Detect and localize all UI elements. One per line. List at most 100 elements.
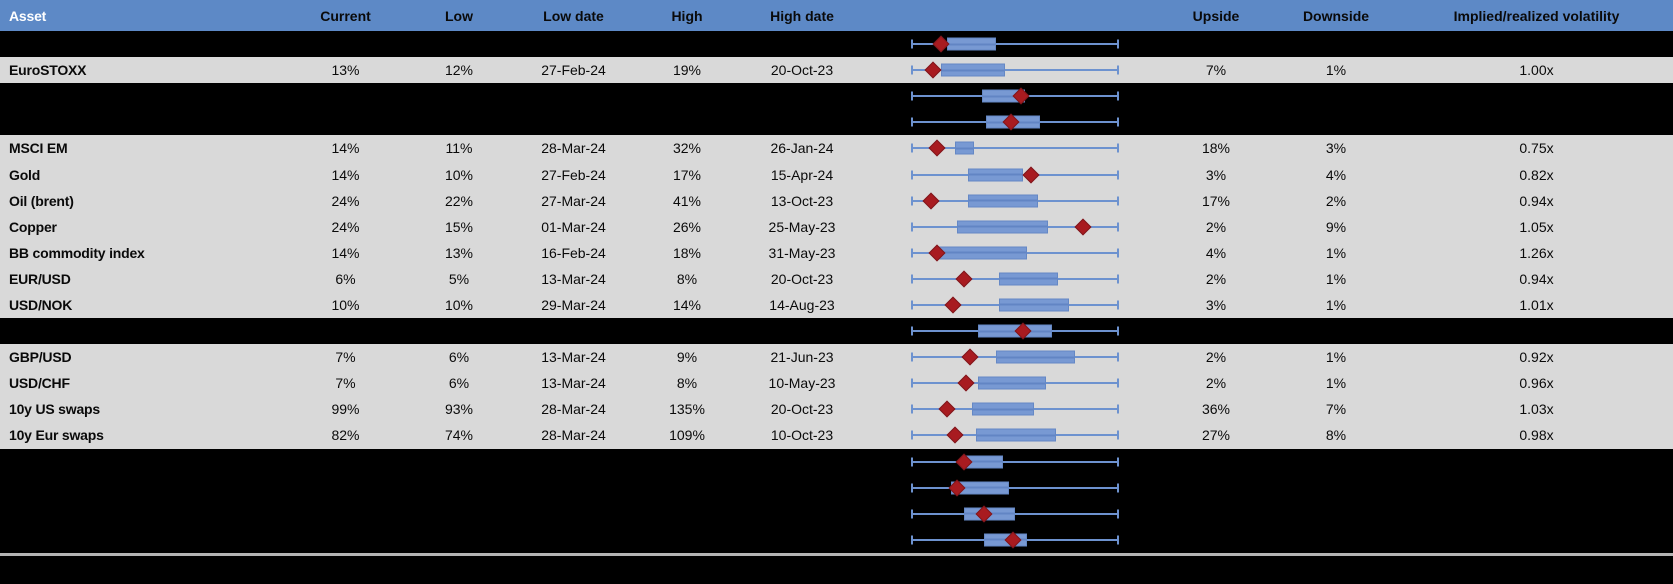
cell-downside: 1% xyxy=(1325,62,1347,79)
whisker-left-tick xyxy=(911,430,913,440)
marker-diamond-icon xyxy=(938,400,956,418)
cell-implied-realized-volatility: 1.05x xyxy=(1519,218,1554,235)
cell-range-boxplot xyxy=(862,31,1160,57)
column-header-high-date: High date xyxy=(770,7,834,24)
cell-low: 12% xyxy=(444,62,474,79)
whisker-left-tick xyxy=(911,248,913,258)
whisker-left-tick xyxy=(911,170,913,180)
cell-implied-realized-volatility: 0.75x xyxy=(1519,140,1554,157)
cell-downside: 3% xyxy=(1325,140,1347,157)
column-header-asset: Asset xyxy=(9,7,47,24)
whisker-right-tick xyxy=(1117,39,1119,49)
cell-high: 109% xyxy=(669,427,705,444)
table-row xyxy=(0,500,1673,527)
whisker-right-tick xyxy=(1117,222,1119,232)
cell-range-boxplot xyxy=(862,344,1160,370)
cell-current: 7% xyxy=(335,375,356,392)
box-rect xyxy=(998,272,1059,286)
cell-low-date: 27-Feb-24 xyxy=(541,62,606,79)
cell-upside: 27% xyxy=(1201,427,1231,444)
cell-upside: 3% xyxy=(1205,166,1227,183)
cell-implied-realized-volatility: 0.94x xyxy=(1519,270,1554,287)
cell-range-boxplot xyxy=(862,527,1160,553)
whisker-left-tick xyxy=(911,300,913,310)
boxplot xyxy=(911,527,1119,553)
cell-asset: 10y Eur swaps xyxy=(9,427,104,444)
cell-low-date: 27-Feb-24 xyxy=(541,166,606,183)
cell-current: 14% xyxy=(331,244,360,261)
whisker-right-tick xyxy=(1117,483,1119,493)
cell-current: 6% xyxy=(335,270,356,287)
bottom-separator-line xyxy=(0,552,1673,556)
whisker-right-tick xyxy=(1117,196,1119,206)
boxplot xyxy=(911,161,1119,187)
table-row xyxy=(0,474,1673,501)
table-row: BB commodity index 14% 13% 16-Feb-24 18%… xyxy=(0,239,1673,266)
box-rect xyxy=(957,220,1048,234)
table-row: EUR/USD 6% 5% 13-Mar-24 8% 20-Oct-23 2% … xyxy=(0,265,1673,292)
cell-range-boxplot xyxy=(862,292,1160,318)
marker-diamond-icon xyxy=(1074,218,1092,236)
boxplot xyxy=(911,475,1119,501)
whisker-right-tick xyxy=(1117,404,1119,414)
table-row xyxy=(0,83,1673,110)
column-header-low-date: Low date xyxy=(543,7,604,24)
whisker-left-tick xyxy=(911,65,913,75)
cell-range-boxplot xyxy=(862,449,1160,475)
whisker-left-tick xyxy=(911,404,913,414)
cell-low-date: 13-Mar-24 xyxy=(541,375,606,392)
whisker-right-tick xyxy=(1117,65,1119,75)
box-rect xyxy=(940,63,1005,77)
whisker-left-tick xyxy=(911,39,913,49)
marker-diamond-icon xyxy=(944,296,962,314)
whisker-left-tick xyxy=(911,535,913,545)
cell-range-boxplot xyxy=(862,422,1160,448)
cell-low: 13% xyxy=(444,244,474,261)
cell-implied-realized-volatility: 1.01x xyxy=(1519,296,1554,313)
whisker-line xyxy=(912,460,1118,463)
cell-upside: 18% xyxy=(1201,140,1231,157)
cell-high: 8% xyxy=(676,270,698,287)
marker-diamond-icon xyxy=(946,426,964,444)
table-row xyxy=(0,31,1673,58)
cell-downside: 4% xyxy=(1325,166,1347,183)
cell-high: 19% xyxy=(672,62,702,79)
box-rect xyxy=(936,246,1028,260)
cell-downside: 1% xyxy=(1325,270,1347,287)
marker-diamond-icon xyxy=(1022,166,1040,184)
cell-range-boxplot xyxy=(862,135,1160,161)
cell-range-boxplot xyxy=(862,396,1160,422)
cell-low: 10% xyxy=(444,296,474,313)
cell-high-date: 25-May-23 xyxy=(768,218,836,235)
cell-low-date: 29-Mar-24 xyxy=(541,296,606,313)
table-row: USD/NOK 10% 10% 29-Mar-24 14% 14-Aug-23 … xyxy=(0,291,1673,319)
whisker-left-tick xyxy=(911,222,913,232)
cell-high: 14% xyxy=(672,296,702,313)
cell-downside: 1% xyxy=(1325,296,1347,313)
cell-implied-realized-volatility: 0.94x xyxy=(1519,192,1554,209)
marker-diamond-icon xyxy=(924,61,942,79)
column-header-downside: Downside xyxy=(1302,7,1370,24)
boxplot xyxy=(911,266,1119,292)
cell-current: 14% xyxy=(331,140,360,157)
cell-implied-realized-volatility: 0.92x xyxy=(1519,349,1554,366)
box-rect xyxy=(967,194,1038,208)
whisker-left-tick xyxy=(911,457,913,467)
table-row: USD/CHF 7% 6% 13-Mar-24 8% 10-May-23 2% … xyxy=(0,370,1673,397)
whisker-line xyxy=(912,147,1118,150)
cell-asset: BB commodity index xyxy=(9,244,145,261)
cell-downside: 1% xyxy=(1325,375,1347,392)
column-header-low: Low xyxy=(445,7,473,24)
marker-diamond-icon xyxy=(955,270,972,288)
cell-upside: 17% xyxy=(1201,192,1231,209)
boxplot xyxy=(911,449,1119,475)
cell-high-date: 21-Jun-23 xyxy=(770,349,834,366)
cell-low: 93% xyxy=(444,401,474,418)
boxplot xyxy=(911,109,1119,135)
cell-asset: GBP/USD xyxy=(9,349,72,366)
whisker-left-tick xyxy=(911,117,913,127)
cell-low: 15% xyxy=(444,218,474,235)
cell-asset: EuroSTOXX xyxy=(9,62,87,79)
boxplot xyxy=(911,344,1119,370)
cell-current: 24% xyxy=(331,192,360,209)
